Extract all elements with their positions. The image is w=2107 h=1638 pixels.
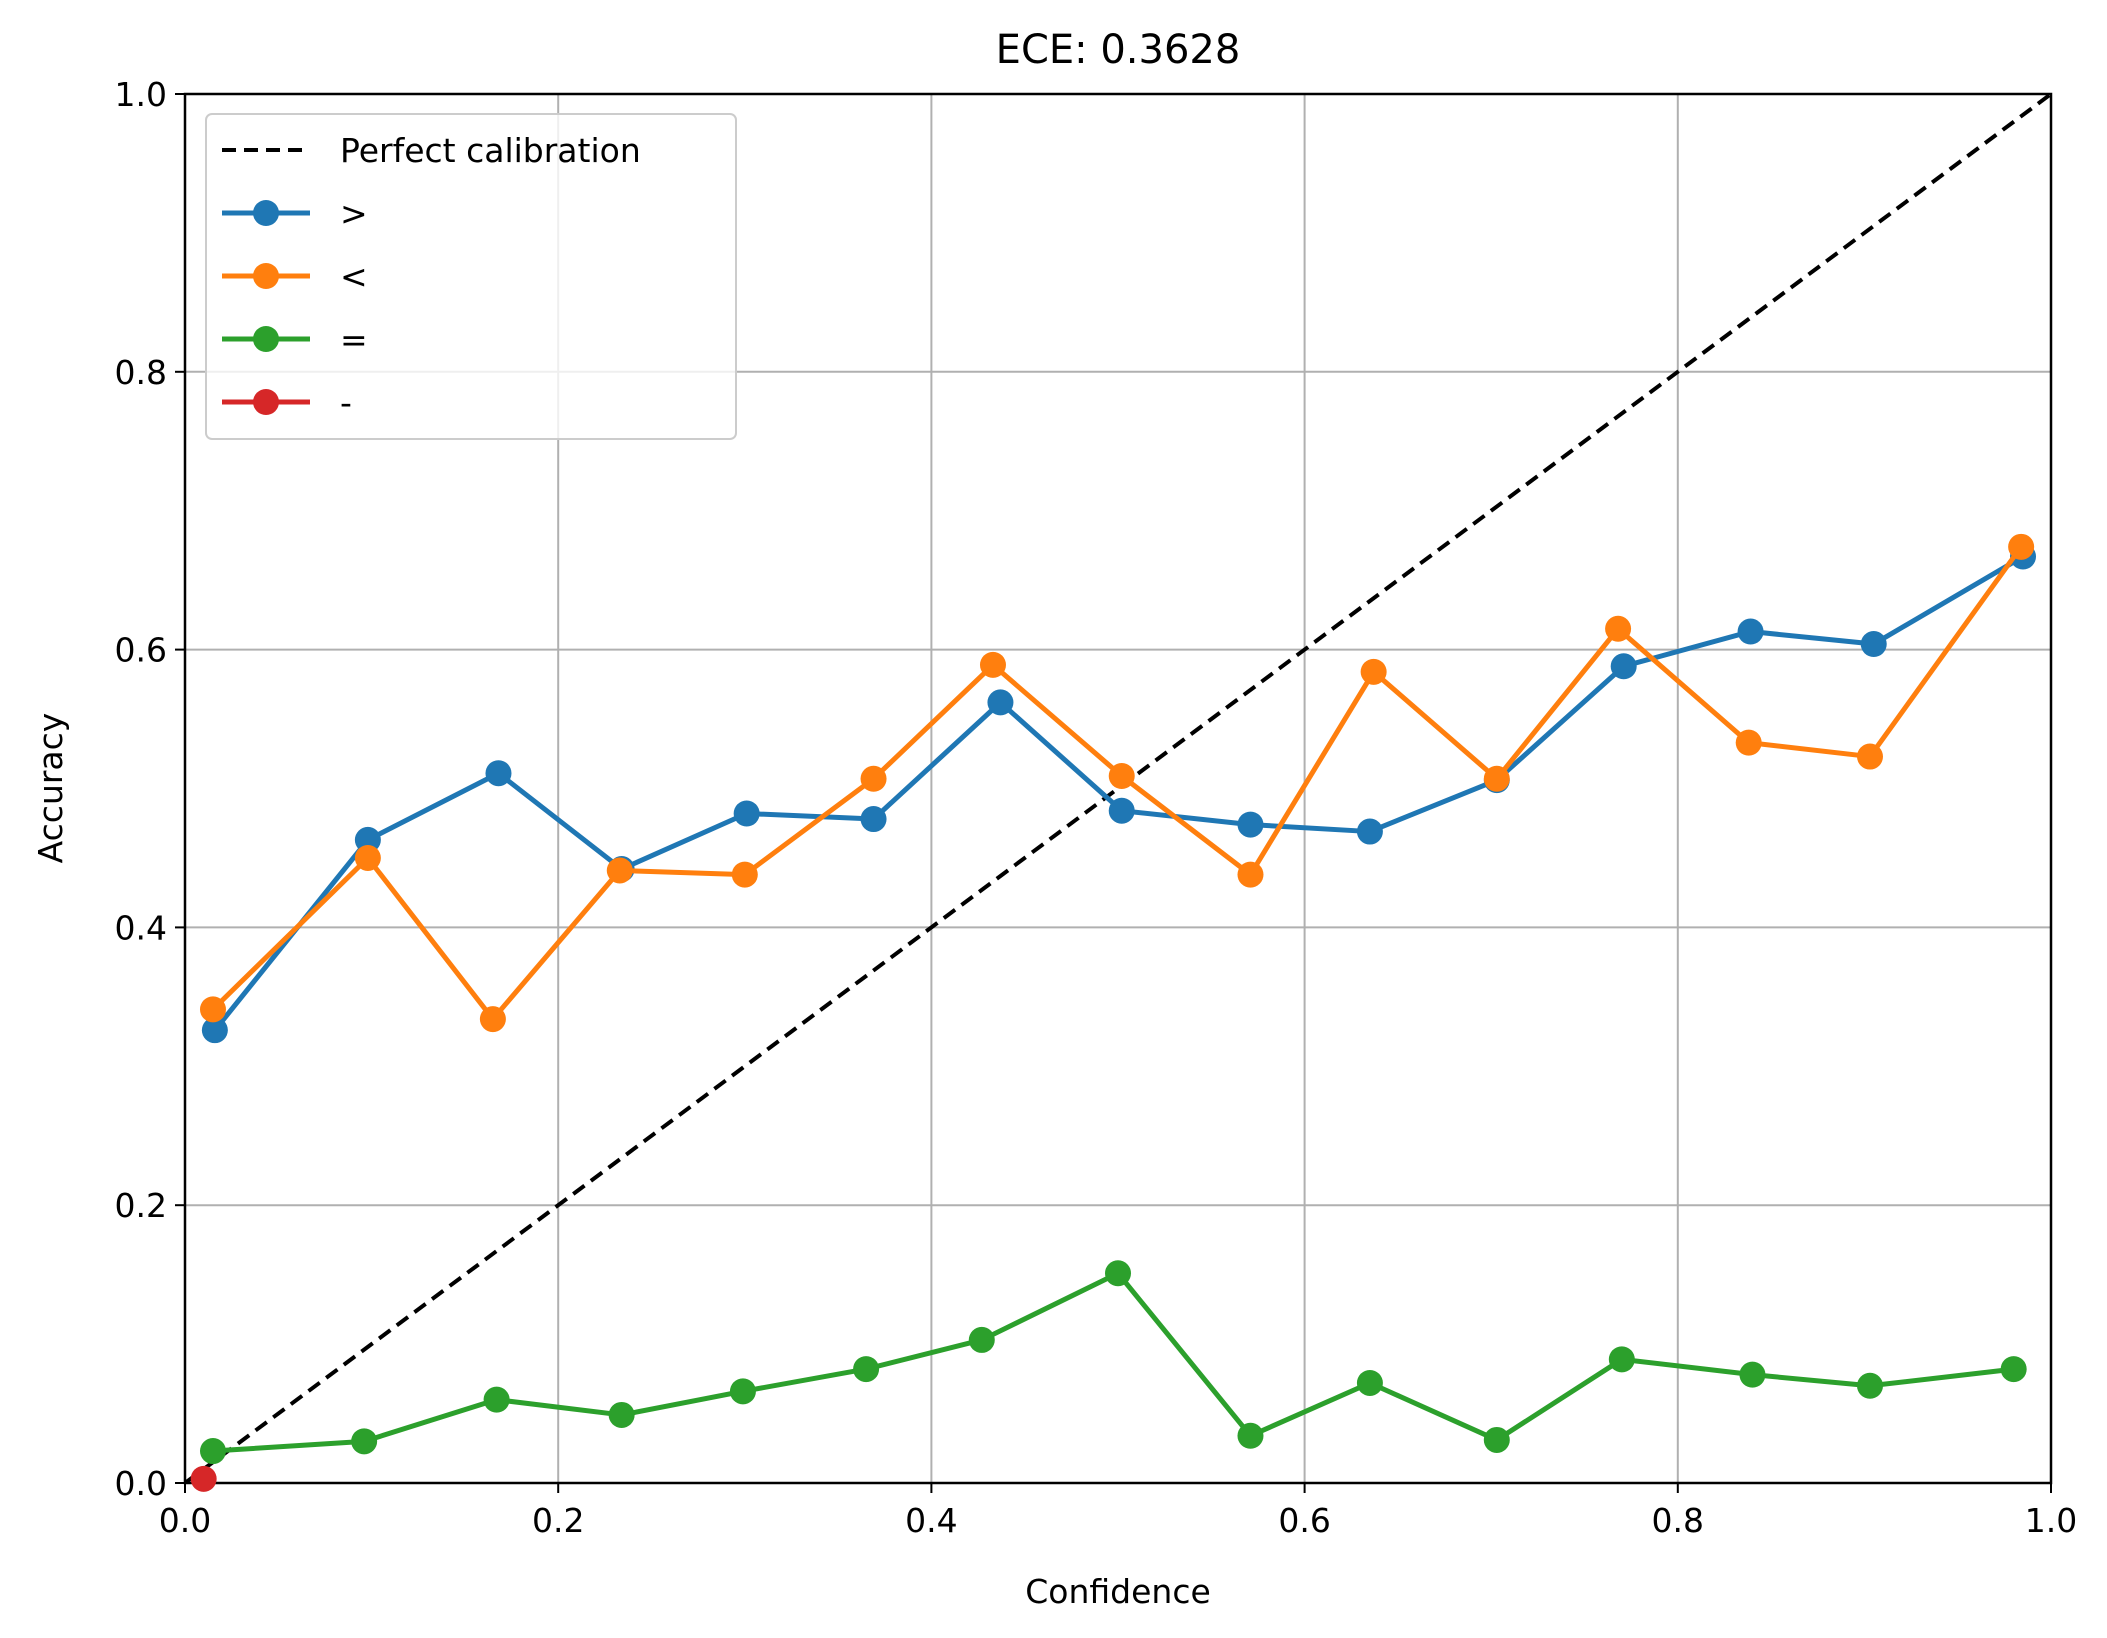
legend-swatch-marker bbox=[253, 326, 279, 352]
y-tick-label: 0.8 bbox=[115, 353, 167, 392]
legend-label: < bbox=[340, 257, 368, 296]
x-axis-ticks: 0.0 0.2 0.4 0.6 0.8 1.0 bbox=[159, 1483, 2077, 1540]
data-point bbox=[1605, 615, 1632, 642]
data-point bbox=[1360, 658, 1387, 685]
data-point bbox=[199, 1438, 226, 1465]
y-tick-label: 0.0 bbox=[115, 1464, 167, 1503]
data-point bbox=[1356, 818, 1383, 845]
data-point bbox=[968, 1326, 995, 1353]
data-point bbox=[608, 1401, 635, 1428]
legend-item-series-0: > bbox=[222, 194, 368, 233]
data-point bbox=[354, 844, 381, 871]
series-2 bbox=[199, 1260, 2027, 1465]
chart-title: ECE: 0.3628 bbox=[996, 27, 1241, 73]
legend-item-series-3: - bbox=[222, 383, 352, 422]
x-tick-label: 1.0 bbox=[2025, 1501, 2077, 1540]
data-point bbox=[190, 1465, 217, 1492]
data-point bbox=[1860, 631, 1887, 658]
data-point bbox=[1856, 743, 1883, 770]
data-point bbox=[2008, 533, 2035, 560]
x-tick-label: 0.2 bbox=[532, 1501, 584, 1540]
data-point bbox=[853, 1356, 880, 1383]
data-point bbox=[485, 760, 512, 787]
x-tick-label: 0.4 bbox=[905, 1501, 957, 1540]
data-point bbox=[354, 826, 381, 853]
data-point bbox=[731, 861, 758, 888]
data-point bbox=[199, 996, 226, 1023]
y-tick-label: 0.6 bbox=[115, 631, 167, 670]
legend-label: Perfect calibration bbox=[340, 131, 641, 170]
data-point bbox=[2000, 1356, 2027, 1383]
y-tick-label: 0.2 bbox=[115, 1186, 167, 1225]
legend-item-series-2: = bbox=[222, 320, 368, 359]
data-point bbox=[1237, 861, 1264, 888]
legend-label: > bbox=[340, 194, 368, 233]
perfect-calibration-line-group bbox=[185, 94, 2051, 1483]
data-point bbox=[201, 1017, 228, 1044]
series-3 bbox=[190, 1465, 217, 1492]
data-point bbox=[1483, 765, 1510, 792]
y-tick-label: 0.4 bbox=[115, 908, 167, 947]
legend-swatch-marker bbox=[253, 389, 279, 415]
data-point bbox=[860, 765, 887, 792]
data-point bbox=[987, 689, 1014, 716]
data-point bbox=[1735, 729, 1762, 756]
data-point bbox=[1739, 1361, 1766, 1388]
data-point bbox=[479, 1006, 506, 1033]
data-point bbox=[606, 857, 633, 884]
data-point bbox=[979, 651, 1006, 678]
data-point bbox=[733, 800, 760, 827]
data-point bbox=[1856, 1372, 1883, 1399]
x-tick-label: 0.0 bbox=[159, 1501, 211, 1540]
grid bbox=[184, 93, 2052, 1484]
data-point bbox=[1608, 1346, 1635, 1373]
data-point bbox=[1483, 1426, 1510, 1453]
x-tick-label: 0.8 bbox=[1652, 1501, 1704, 1540]
data-point bbox=[1237, 1422, 1264, 1449]
data-point bbox=[351, 1428, 378, 1455]
x-axis-label: Confidence bbox=[1025, 1572, 1211, 1611]
data-point bbox=[1356, 1369, 1383, 1396]
data-point bbox=[1610, 653, 1637, 680]
data-point bbox=[1737, 618, 1764, 645]
data-point bbox=[1105, 1260, 1131, 1287]
y-axis-ticks: 0.0 0.2 0.4 0.6 0.8 1.0 bbox=[115, 75, 185, 1503]
series-group bbox=[190, 533, 2037, 1492]
data-point bbox=[729, 1378, 756, 1405]
data-point bbox=[1237, 811, 1264, 838]
legend-label: = bbox=[340, 320, 368, 359]
legend-item-perfect-calibration: Perfect calibration bbox=[222, 131, 641, 170]
y-axis-label: Accuracy bbox=[31, 713, 70, 864]
legend-swatch-marker bbox=[253, 200, 279, 226]
perfect-calibration-line bbox=[185, 94, 2051, 1483]
data-point bbox=[1108, 797, 1135, 824]
legend-swatch-marker bbox=[253, 263, 279, 289]
series-1 bbox=[199, 533, 2035, 1033]
legend: Perfect calibration > < = - bbox=[205, 113, 737, 440]
data-point bbox=[1108, 762, 1135, 789]
data-point bbox=[483, 1386, 510, 1413]
x-tick-label: 0.6 bbox=[1278, 1501, 1330, 1540]
legend-label: - bbox=[340, 383, 352, 422]
plot-area-frame bbox=[183, 92, 2053, 1485]
legend-box bbox=[205, 113, 737, 440]
y-tick-label: 1.0 bbox=[115, 75, 167, 114]
data-point bbox=[860, 806, 887, 833]
legend-item-series-1: < bbox=[222, 257, 368, 296]
